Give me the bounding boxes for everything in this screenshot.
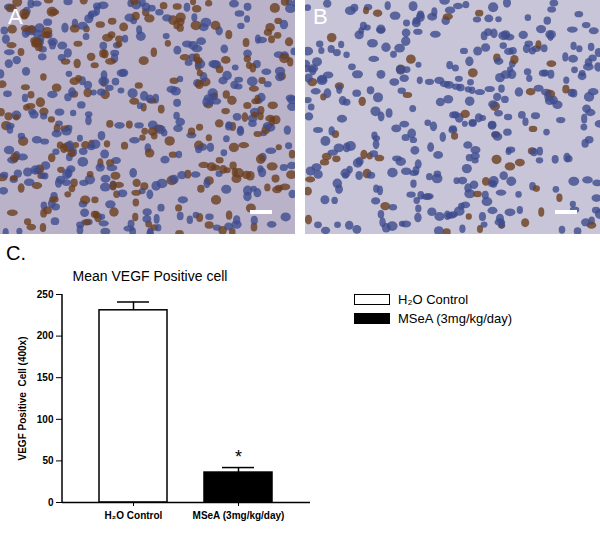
html-text:A: A	[8, 4, 23, 29]
svg-text:150: 150	[37, 372, 54, 383]
svg-text:MSeA (3mg/kg/day): MSeA (3mg/kg/day)	[193, 510, 285, 521]
html-text:C.: C.	[6, 242, 26, 264]
svg-text:200: 200	[37, 330, 54, 341]
svg-text:100: 100	[37, 414, 54, 425]
html-text:H₂O Control: H₂O Control	[398, 292, 469, 307]
svg-text:50: 50	[42, 455, 54, 466]
svg-text:H₂O Control: H₂O Control	[105, 510, 163, 521]
svg-text:VEGF Positive Cell (400x): VEGF Positive Cell (400x)	[17, 337, 28, 461]
html-text:Mean VEGF Positive cell: Mean VEGF Positive cell	[72, 268, 228, 284]
html-text:MSeA (3mg/kg/day): MSeA (3mg/kg/day)	[398, 311, 513, 326]
svg-text:250: 250	[37, 289, 54, 300]
html-text:B: B	[313, 4, 328, 29]
svg-text:*: *	[235, 447, 242, 467]
svg-text:0: 0	[48, 497, 54, 508]
